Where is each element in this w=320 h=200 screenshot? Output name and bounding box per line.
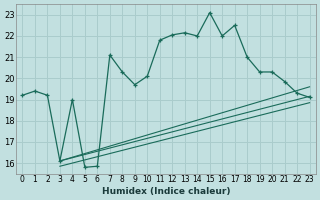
X-axis label: Humidex (Indice chaleur): Humidex (Indice chaleur) xyxy=(102,187,230,196)
